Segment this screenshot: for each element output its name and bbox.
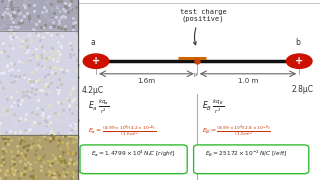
Text: $E_B\; \frac{kq_B}{r^2}$: $E_B\; \frac{kq_B}{r^2}$ <box>202 97 224 116</box>
Text: $E_B = 25172\times10^{-2}\,N/C\;[left]$: $E_B = 25172\times10^{-2}\,N/C\;[left]$ <box>205 148 287 159</box>
Text: $E_a\; \frac{kq_a}{r^2}$: $E_a\; \frac{kq_a}{r^2}$ <box>88 97 109 116</box>
Text: ________: ________ <box>3 4 20 8</box>
Text: 4.2μC: 4.2μC <box>82 86 104 95</box>
Text: +: + <box>295 56 303 66</box>
Text: a: a <box>91 38 95 47</box>
Text: ______: ______ <box>3 26 16 30</box>
FancyBboxPatch shape <box>80 145 187 174</box>
Text: p: p <box>194 72 197 77</box>
FancyBboxPatch shape <box>194 145 309 174</box>
Text: ___: ___ <box>3 13 12 17</box>
Text: 1.6m: 1.6m <box>137 78 156 84</box>
Text: b: b <box>295 38 300 47</box>
Circle shape <box>286 54 312 68</box>
Bar <box>0 135 78 180</box>
Text: $E_a = \frac{(8.99\times10^9)(4.2\times10^{-6})}{(1.6m)^2}$: $E_a = \frac{(8.99\times10^9)(4.2\times1… <box>88 123 156 138</box>
Bar <box>78 0 320 180</box>
Bar <box>0 31 78 135</box>
Circle shape <box>83 54 109 68</box>
Text: test charge
(positive): test charge (positive) <box>180 9 227 45</box>
Text: $E_a = 1.4799\times10^4\,N/C\;[right]$: $E_a = 1.4799\times10^4\,N/C\;[right]$ <box>91 148 176 159</box>
Text: +: + <box>92 56 100 66</box>
Text: 1.0 m: 1.0 m <box>238 78 258 84</box>
Text: ___________: ___________ <box>3 20 29 24</box>
Text: $E_B = \frac{(8.99\times10^9)(2.8\times10^{-6})}{(1.0m)^2}$: $E_B = \frac{(8.99\times10^9)(2.8\times1… <box>202 123 270 138</box>
Text: 2.8μC: 2.8μC <box>292 86 313 94</box>
Bar <box>0 0 78 31</box>
Text: none: none <box>2 137 11 141</box>
